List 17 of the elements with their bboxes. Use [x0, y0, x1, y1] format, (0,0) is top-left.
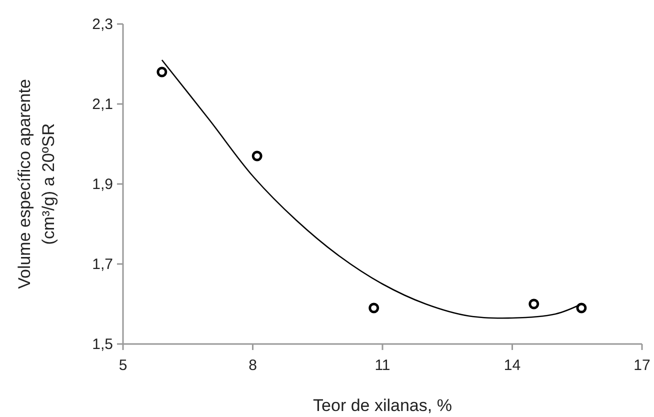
- point: [576, 302, 587, 314]
- y-axis-title: Volume específico aparente (cm³/g) a 20ºSR: [15, 79, 58, 289]
- x-tick-label: 17: [634, 357, 650, 374]
- x-tick-label: 8: [248, 357, 257, 374]
- x-tick-label: 14: [504, 357, 521, 374]
- point: [252, 150, 262, 162]
- point: [528, 298, 540, 310]
- point: [156, 66, 168, 78]
- y-tick-label: 2,3: [92, 16, 113, 33]
- point: [368, 302, 380, 314]
- y-tick-label: 1,7: [92, 256, 113, 273]
- y-tick-label: 1,9: [92, 176, 113, 193]
- x-axis-title: Teor de xilanas, %: [313, 396, 452, 415]
- x-tick-label: 11: [374, 357, 390, 374]
- y-tick-label: 2,1: [92, 96, 113, 113]
- y-tick-label: 1,5: [92, 336, 113, 353]
- x-tick-label: 5: [118, 357, 128, 374]
